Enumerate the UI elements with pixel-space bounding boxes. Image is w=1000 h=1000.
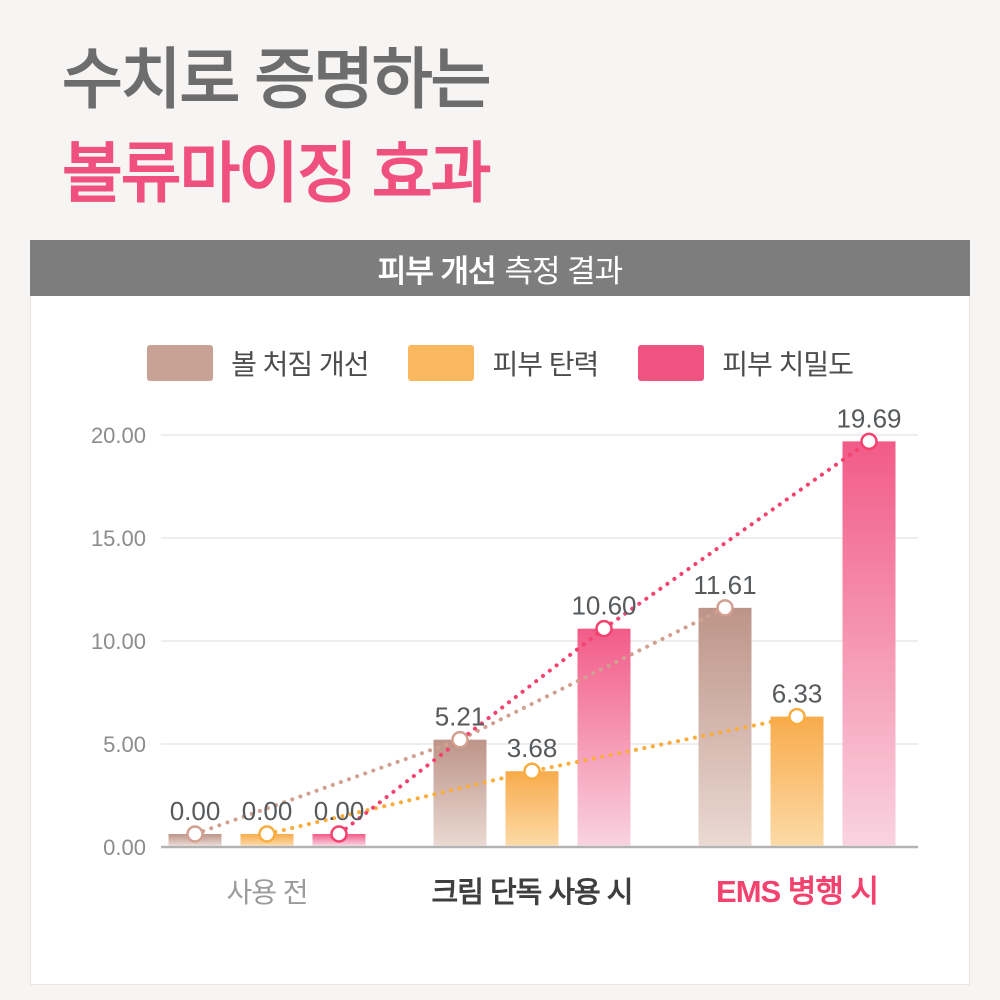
legend-swatch bbox=[638, 345, 704, 381]
chart-card: 볼 처짐 개선 피부 탄력 피부 치밀도 20.00 15.00 10.00 5.00 0.… bbox=[30, 296, 970, 985]
legend-item: 피부 치밀도 bbox=[638, 343, 853, 383]
y-tick-label: 15.00 bbox=[91, 526, 146, 551]
x-category-label: 크림 단독 사용 시 bbox=[432, 876, 633, 909]
chart-title-rest: 측정 결과 bbox=[505, 246, 623, 291]
chart-title-banner: 피부 개선 측정 결과 bbox=[30, 240, 970, 296]
value-label: 10.60 bbox=[571, 591, 636, 621]
legend-swatch bbox=[408, 345, 474, 381]
bar bbox=[771, 717, 824, 846]
x-category-label: 사용 전 bbox=[226, 877, 307, 908]
legend-label: 피부 치밀도 bbox=[722, 343, 853, 383]
bar bbox=[843, 441, 896, 845]
legend-item: 볼 처짐 개선 bbox=[147, 343, 368, 383]
data-point-marker bbox=[790, 709, 805, 724]
legend-label: 피부 탄력 bbox=[492, 343, 598, 383]
y-tick-label: 0.00 bbox=[103, 835, 146, 860]
value-label: 5.21 bbox=[435, 702, 486, 732]
y-tick-label: 5.00 bbox=[103, 732, 146, 757]
bar bbox=[578, 629, 631, 846]
legend-item: 피부 탄력 bbox=[408, 343, 598, 383]
value-label: 0.00 bbox=[242, 796, 293, 826]
y-tick-label: 20.00 bbox=[91, 423, 146, 448]
data-point-marker bbox=[453, 732, 468, 747]
page-title-line2: 볼류마이징 효과 bbox=[62, 126, 489, 220]
page-title: 수치로 증명하는 볼류마이징 효과 bbox=[62, 32, 489, 220]
value-label: 3.68 bbox=[507, 733, 558, 763]
value-label: 19.69 bbox=[836, 403, 901, 433]
data-point-marker bbox=[188, 827, 203, 842]
y-tick-label: 10.00 bbox=[91, 629, 146, 654]
data-point-marker bbox=[260, 827, 275, 842]
data-point-marker bbox=[862, 434, 877, 449]
value-label: 6.33 bbox=[772, 679, 823, 709]
bar-chart: 20.00 15.00 10.00 5.00 0.00 0.00 5.21 11.61 0.00… bbox=[31, 399, 969, 965]
value-label: 11.61 bbox=[693, 570, 756, 600]
chart-legend: 볼 처짐 개선 피부 탄력 피부 치밀도 bbox=[31, 343, 969, 383]
value-label: 0.00 bbox=[314, 796, 365, 826]
legend-label: 볼 처짐 개선 bbox=[231, 343, 368, 383]
legend-swatch bbox=[147, 345, 213, 381]
data-point-marker bbox=[332, 827, 347, 842]
data-point-marker bbox=[718, 600, 733, 615]
chart-title-bold: 피부 개선 bbox=[378, 246, 496, 291]
data-point-marker bbox=[597, 621, 612, 636]
value-label: 0.00 bbox=[170, 796, 221, 826]
bar bbox=[506, 771, 559, 845]
page: { "page": { "background": "#f7f5f3" }, "… bbox=[0, 0, 1000, 1000]
page-title-line1: 수치로 증명하는 bbox=[62, 32, 489, 126]
x-category-label: EMS 병행 시 bbox=[716, 874, 878, 909]
data-point-marker bbox=[525, 764, 540, 779]
